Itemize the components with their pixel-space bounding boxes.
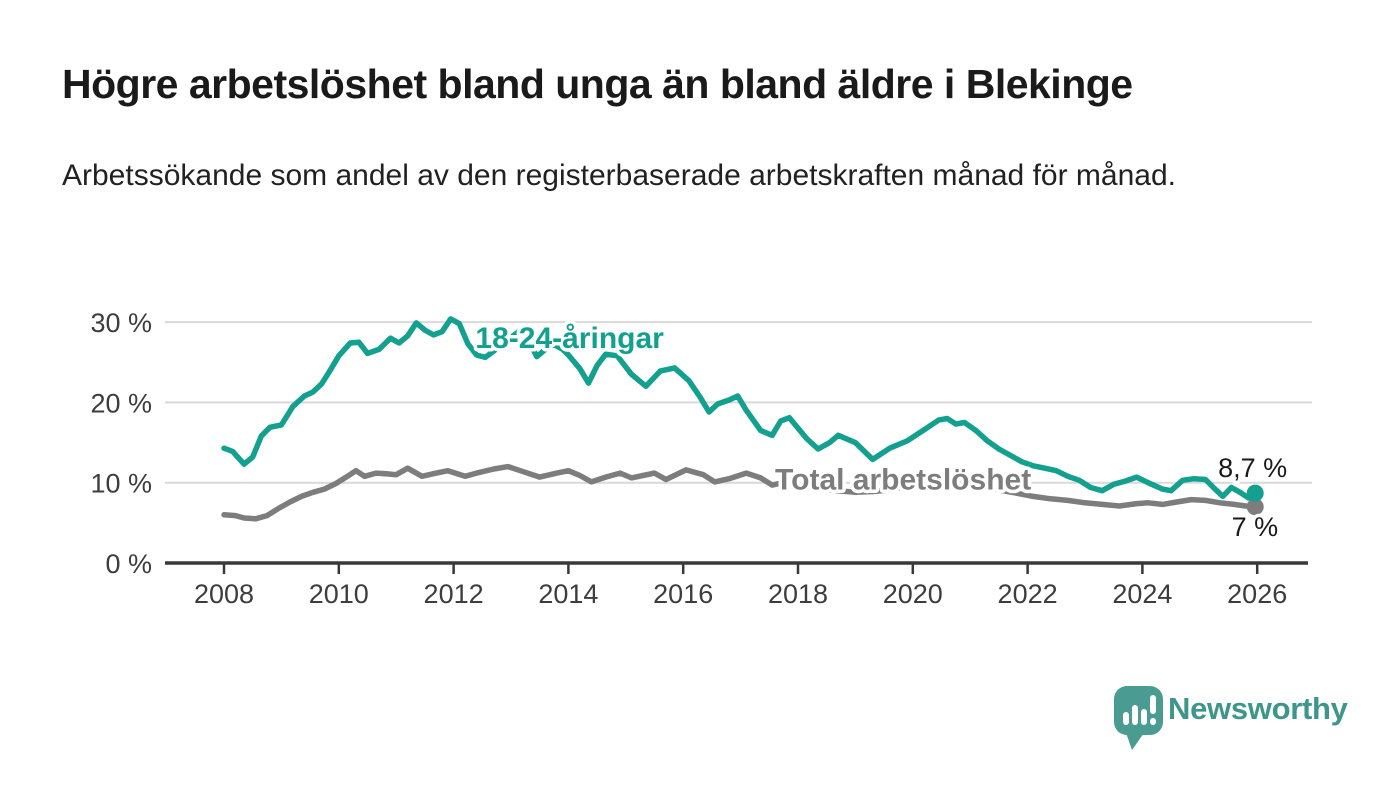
endpoint-dot-total-arbetsloshet — [1246, 498, 1264, 516]
x-tick-label-2014: 2014 — [538, 579, 598, 609]
y-tick-label-20: 20 % — [90, 388, 152, 418]
x-tick-label-2008: 2008 — [194, 579, 254, 609]
logo-exclamation-stem — [1150, 695, 1156, 714]
x-tick-label-2018: 2018 — [768, 579, 828, 609]
x-tick-label-2010: 2010 — [309, 579, 369, 609]
x-tick-label-2020: 2020 — [883, 579, 943, 609]
y-tick-label-30: 30 % — [90, 308, 152, 338]
chart-label-layer: 18-24-åringar Total arbetslöshet 8,7 % 7… — [472, 319, 1291, 546]
series-line-18-24-aringar — [221, 316, 1260, 501]
newsworthy-brand-name: Newsworthy — [1168, 691, 1348, 726]
x-tick-label-2016: 2016 — [653, 579, 713, 609]
series-label-18-24: 18-24-åringar — [475, 322, 664, 355]
logo-bar-3 — [1141, 709, 1147, 725]
y-tick-label-10: 10 % — [90, 469, 152, 499]
chart-generated-layer: 30 % 20 % 10 % 0 % 2008 2010 2012 2014 2016 2018 2… — [90, 308, 1312, 609]
logo-bubble-tail — [1125, 730, 1144, 750]
newsworthy-logo-icon — [1114, 686, 1163, 750]
endpoint-dot-18-24-aringar — [1246, 484, 1264, 502]
end-value-label-total: 7 % — [1232, 512, 1279, 542]
x-tick-label-2024: 2024 — [1112, 579, 1172, 609]
logo-bar-1 — [1123, 712, 1129, 725]
chart-subtitle: Arbetssökande som andel av den registerb… — [62, 159, 1176, 192]
series-line-total-arbetsloshet — [221, 463, 1260, 522]
chart-title: Högre arbetslöshet bland unga än bland ä… — [62, 61, 1133, 107]
logo-exclamation-dot — [1150, 718, 1156, 725]
end-value-label-18-24: 8,7 % — [1218, 453, 1287, 483]
logo-bar-2 — [1132, 705, 1138, 725]
series-label-total: Total arbetslöshet — [775, 463, 1031, 496]
x-tick-label-2026: 2026 — [1227, 579, 1287, 609]
y-tick-label-0: 0 % — [105, 549, 152, 579]
x-tick-label-2022: 2022 — [998, 579, 1058, 609]
x-tick-label-2012: 2012 — [424, 579, 484, 609]
